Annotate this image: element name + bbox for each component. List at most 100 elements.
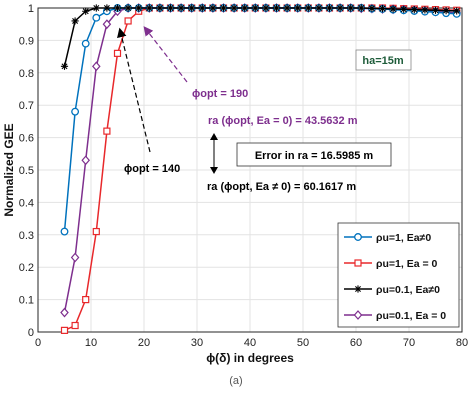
data-point — [156, 4, 164, 12]
y-tick-label: 0.5 — [19, 165, 34, 177]
phi-opt-14-label: ϕopt = 140 — [124, 163, 180, 175]
data-point — [82, 296, 90, 304]
data-point — [135, 4, 143, 12]
data-point — [442, 6, 450, 15]
data-point — [251, 4, 259, 12]
error-label: Error in ra = 16.5985 m — [255, 150, 374, 162]
x-tick-label: 60 — [350, 337, 362, 349]
data-point — [241, 4, 249, 12]
data-point — [272, 4, 281, 12]
data-point — [71, 321, 79, 330]
x-tick-label: 0 — [35, 337, 41, 349]
legend-label: ρu=1, Ea = 0 — [376, 258, 438, 270]
data-point — [198, 4, 206, 12]
data-point — [188, 4, 196, 12]
data-point — [315, 4, 323, 12]
data-point — [113, 49, 122, 57]
data-point — [347, 4, 355, 12]
x-tick-label: 50 — [297, 337, 309, 349]
data-point — [325, 4, 334, 12]
data-point — [421, 6, 429, 14]
figure-caption: (a) — [229, 375, 243, 387]
y-tick-label: 0.2 — [19, 262, 34, 274]
y-tick-labels: 0 0.1 0.2 0.3 0.4 0.5 0.6 0.7 0.8 0.9 1 — [19, 3, 34, 339]
arrow-phi-19 — [143, 26, 188, 83]
series-group — [60, 3, 461, 334]
data-point — [294, 4, 302, 12]
x-tick-label: 30 — [191, 337, 203, 349]
legend-label: ρu=0.1, Ea = 0 — [376, 310, 446, 322]
legend-marker — [354, 285, 362, 293]
data-point — [60, 326, 69, 334]
y-tick-label: 0 — [28, 327, 34, 339]
data-point — [304, 4, 312, 12]
legend-label: ρu=0.1, Ea≠0 — [376, 284, 440, 296]
data-point — [378, 5, 387, 13]
data-point — [166, 4, 175, 12]
data-point — [60, 227, 69, 236]
data-point — [410, 6, 418, 14]
data-point — [92, 61, 101, 72]
error-box — [236, 142, 392, 167]
data-point — [209, 4, 217, 12]
legend: ρu=1, Ea≠0 ρu=1, Ea = 0 ρu=0.1, Ea≠0 ρu=0.1… — [337, 222, 460, 328]
legend-label: ρu=1, Ea≠0 — [376, 232, 431, 244]
data-point — [81, 155, 90, 166]
y-tick-label: 0.7 — [19, 100, 34, 112]
data-point — [103, 127, 111, 135]
data-point — [70, 252, 80, 263]
data-point — [283, 4, 291, 12]
ra-ea0-label: ra (ϕopt, Ea = 0) = 43.5632 m — [208, 115, 358, 127]
y-axis-label: Normalized GEE — [2, 123, 16, 216]
y-tick-label: 0.6 — [19, 133, 34, 145]
data-point — [431, 6, 440, 14]
data-point — [124, 4, 132, 12]
y-tick-label: 0.1 — [19, 295, 34, 307]
data-point — [102, 19, 112, 30]
data-point — [368, 4, 376, 12]
data-point — [60, 62, 69, 70]
error-arrow-head-top — [210, 133, 218, 140]
y-tick-label: 0.4 — [19, 197, 34, 209]
data-point — [177, 4, 185, 12]
y-tick-label: 0.3 — [19, 230, 34, 242]
data-point — [389, 5, 397, 13]
legend-marker — [354, 233, 362, 241]
ra-eanot0-label: ra (ϕopt, Ea ≠ 0) = 60.1617 m — [207, 181, 356, 193]
data-point — [262, 4, 270, 12]
height-label: ha=15m — [362, 55, 403, 67]
series-3 — [60, 4, 461, 70]
data-point — [145, 4, 153, 12]
legend-marker — [353, 310, 363, 320]
x-tick-labels: 0 10 20 30 40 50 60 70 80 — [35, 337, 468, 349]
y-tick-label: 1 — [28, 3, 34, 15]
data-point — [113, 4, 122, 12]
y-tick-label: 0.9 — [19, 35, 34, 47]
data-point — [71, 107, 80, 116]
data-point — [453, 7, 461, 15]
data-point — [81, 39, 90, 48]
data-point — [103, 4, 111, 12]
phi-opt-19-label: ϕopt = 190 — [192, 88, 248, 100]
data-point — [219, 4, 228, 12]
data-point — [124, 17, 132, 25]
data-point — [92, 227, 100, 236]
data-point — [357, 4, 365, 12]
legend-marker — [354, 259, 362, 267]
data-point — [336, 4, 344, 12]
x-tick-label: 20 — [138, 337, 150, 349]
data-point — [60, 307, 69, 318]
x-tick-label: 10 — [85, 337, 97, 349]
x-tick-label: 80 — [456, 337, 468, 349]
x-tick-label: 40 — [244, 337, 256, 349]
x-axis-label: ϕ(δ) in degrees — [206, 351, 294, 365]
data-point — [230, 4, 238, 12]
arrow-phi-14 — [117, 27, 151, 153]
data-point — [92, 4, 100, 12]
data-point — [82, 7, 90, 15]
data-point — [71, 17, 79, 25]
x-tick-label: 70 — [403, 337, 415, 349]
error-arrow-head-bottom — [210, 167, 218, 174]
y-tick-label: 0.8 — [19, 68, 34, 80]
